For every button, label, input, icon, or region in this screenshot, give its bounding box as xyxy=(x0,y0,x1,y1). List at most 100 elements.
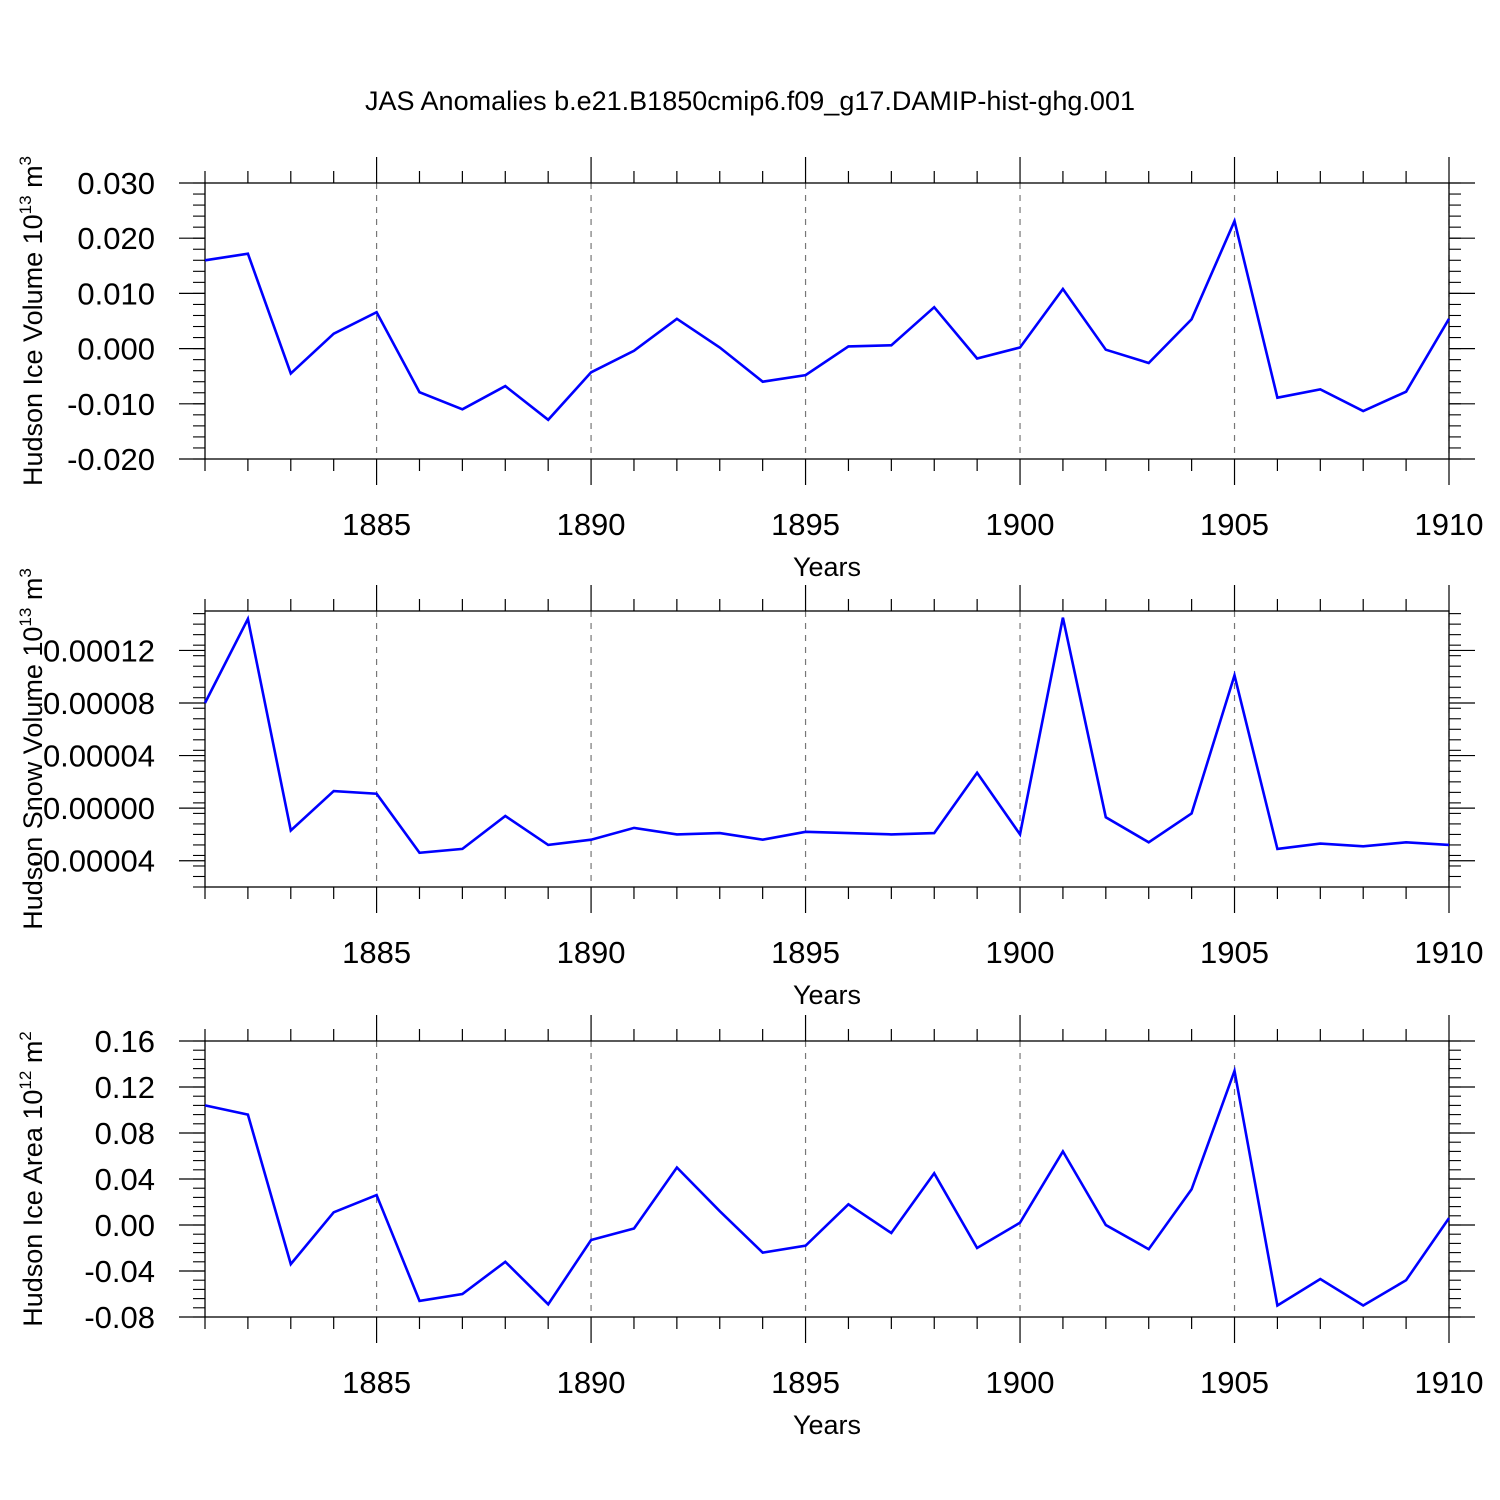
y-axis-title-text: Hudson Ice Volume 10 xyxy=(18,214,48,486)
data-point xyxy=(804,830,808,834)
data-point xyxy=(375,310,379,314)
data-point xyxy=(246,252,250,256)
data-point xyxy=(804,373,808,377)
y-tick-label: 0.00000 xyxy=(43,791,155,826)
data-point xyxy=(589,370,593,374)
data-point xyxy=(417,851,421,855)
y-tick-label: 0.00012 xyxy=(43,633,155,668)
data-point xyxy=(1275,396,1279,400)
data-point xyxy=(889,1231,893,1235)
data-point xyxy=(246,617,250,621)
data-point xyxy=(546,1302,550,1306)
y-tick-label: 0.00008 xyxy=(43,686,155,721)
data-point xyxy=(889,832,893,836)
data-point xyxy=(632,826,636,830)
plot-frame xyxy=(204,1040,1450,1318)
data-point xyxy=(718,1209,722,1213)
data-point xyxy=(1275,847,1279,851)
y-axis-title-unit-exponent: 3 xyxy=(16,568,35,577)
x-tick-label: 1910 xyxy=(1415,1365,1484,1400)
data-point xyxy=(1018,1221,1022,1225)
y-axis-title-unit: m xyxy=(18,1041,48,1071)
data-point xyxy=(546,843,550,847)
y-tick-label: 0.000 xyxy=(77,332,155,367)
data-point xyxy=(203,258,207,262)
x-tick-label: 1900 xyxy=(986,507,1055,542)
x-axis-title: Years xyxy=(793,1410,861,1440)
data-point xyxy=(203,1103,207,1107)
data-point xyxy=(804,1244,808,1248)
y-tick-label: -0.020 xyxy=(67,442,155,477)
data-point xyxy=(1190,811,1194,815)
data-point xyxy=(975,771,979,775)
y-tick-label: 0.04 xyxy=(95,1162,155,1197)
data-point xyxy=(1318,842,1322,846)
data-point xyxy=(1361,409,1365,413)
data-point xyxy=(417,390,421,394)
y-tick-label: 0.08 xyxy=(95,1116,155,1151)
data-point xyxy=(203,701,207,705)
data-point xyxy=(632,349,636,353)
chart-panel-1: -0.020 -0.010 0.000 0.010 0.020 0.030 1885 1890… xyxy=(16,156,1483,582)
series-line xyxy=(203,614,1450,855)
y-tick-label: 0.12 xyxy=(95,1070,155,1105)
data-point xyxy=(1318,1277,1322,1281)
data-point xyxy=(761,838,765,842)
y-axis-title: Hudson Ice Volume 1013 m3 xyxy=(16,156,48,486)
data-point xyxy=(589,838,593,842)
data-point xyxy=(289,828,293,832)
y-tick-label: -0.010 xyxy=(67,387,155,422)
data-point xyxy=(332,1210,336,1214)
data-point xyxy=(675,832,679,836)
data-point xyxy=(1147,1247,1151,1251)
x-tick-label: 1890 xyxy=(557,935,626,970)
y-axis-title-unit-exponent: 2 xyxy=(16,1031,35,1040)
data-point xyxy=(975,1246,979,1250)
data-point xyxy=(289,1262,293,1266)
data-point xyxy=(503,1260,507,1264)
y-axis-title: Hudson Ice Area 1012 m2 xyxy=(16,1031,48,1327)
x-tick-label: 1910 xyxy=(1415,507,1484,542)
y-axis-title-exponent: 13 xyxy=(16,608,35,627)
data-point xyxy=(1404,390,1408,394)
data-point xyxy=(332,789,336,793)
data-point xyxy=(718,345,722,349)
data-point xyxy=(1104,815,1108,819)
data-point xyxy=(1018,832,1022,836)
series-line xyxy=(204,217,1451,422)
data-point xyxy=(718,831,722,835)
x-axis-title: Years xyxy=(793,980,861,1010)
data-point xyxy=(246,1113,250,1117)
y-tick-label: 0.030 xyxy=(77,166,155,201)
data-point xyxy=(503,814,507,818)
data-point xyxy=(1447,317,1451,321)
y-axis-title-text: Hudson Ice Area 10 xyxy=(18,1090,48,1327)
data-point xyxy=(932,831,936,835)
data-point xyxy=(1233,673,1237,677)
chart-title: JAS Anomalies b.e21.B1850cmip6.f09_g17.D… xyxy=(365,86,1135,116)
data-point xyxy=(1061,1149,1065,1153)
data-point xyxy=(1233,219,1237,223)
y-axis-title-exponent: 13 xyxy=(16,195,35,214)
data-point xyxy=(889,343,893,347)
data-point xyxy=(460,407,464,411)
data-point xyxy=(1318,387,1322,391)
data-point xyxy=(375,792,379,796)
data-point xyxy=(460,1292,464,1296)
y-axis-title-unit: m xyxy=(18,165,48,195)
y-axis-title-text: Hudson Snow Volume 10 xyxy=(18,627,48,930)
data-point xyxy=(1018,345,1022,349)
data-point xyxy=(1404,840,1408,844)
data-point xyxy=(1404,1278,1408,1282)
x-tick-label: 1885 xyxy=(342,507,411,542)
x-tick-label: 1890 xyxy=(557,1365,626,1400)
data-point xyxy=(589,1238,593,1242)
x-tick-label: 1895 xyxy=(771,1365,840,1400)
x-tick-label: 1905 xyxy=(1200,507,1269,542)
x-tick-label: 1905 xyxy=(1200,935,1269,970)
data-point xyxy=(761,1251,765,1255)
y-tick-label: 0.020 xyxy=(77,221,155,256)
data-point xyxy=(460,847,464,851)
y-tick-label: 0.00004 xyxy=(43,739,155,774)
